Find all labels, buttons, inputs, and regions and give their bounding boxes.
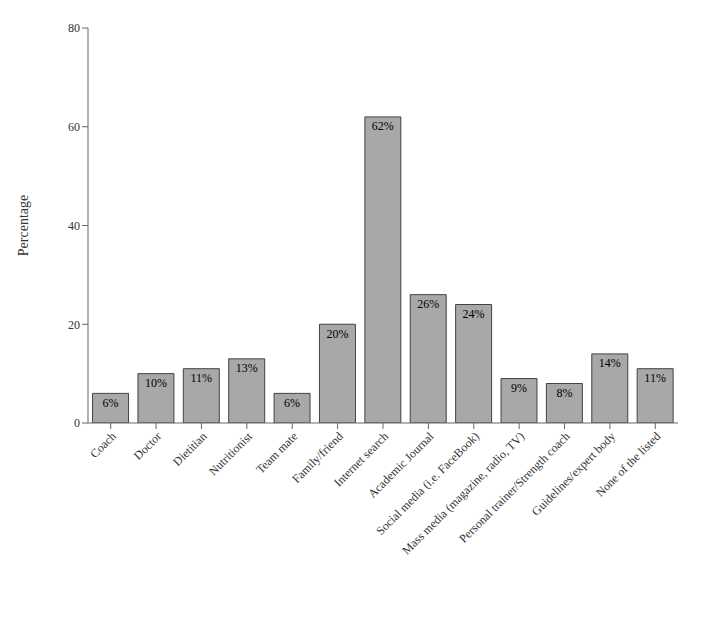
- svg-text:Academic Journal: Academic Journal: [365, 429, 437, 501]
- svg-text:8%: 8%: [556, 386, 572, 400]
- svg-text:80: 80: [68, 21, 80, 35]
- svg-text:11%: 11%: [644, 371, 666, 385]
- svg-text:Personal trainer/Strength coac: Personal trainer/Strength coach: [456, 429, 573, 546]
- svg-text:6%: 6%: [103, 396, 119, 410]
- svg-text:10%: 10%: [145, 376, 167, 390]
- svg-text:Social media (i.e. FaceBook): Social media (i.e. FaceBook): [373, 429, 482, 538]
- svg-text:Mass media (magazine, radio, T: Mass media (magazine, radio, TV): [399, 429, 528, 558]
- svg-text:26%: 26%: [417, 297, 439, 311]
- svg-text:Family/friend: Family/friend: [289, 429, 346, 486]
- svg-text:None of the listed: None of the listed: [593, 429, 663, 499]
- svg-text:20: 20: [68, 318, 80, 332]
- svg-text:24%: 24%: [463, 307, 485, 321]
- svg-text:Internet search: Internet search: [331, 429, 392, 490]
- svg-text:60: 60: [68, 120, 80, 134]
- svg-text:62%: 62%: [372, 119, 394, 133]
- svg-text:Coach: Coach: [87, 429, 119, 461]
- svg-text:9%: 9%: [511, 381, 527, 395]
- svg-text:0: 0: [74, 416, 80, 430]
- svg-text:14%: 14%: [599, 356, 621, 370]
- svg-text:20%: 20%: [326, 327, 348, 341]
- svg-text:Doctor: Doctor: [131, 429, 164, 462]
- svg-text:Percentage: Percentage: [16, 195, 31, 256]
- svg-text:11%: 11%: [191, 371, 213, 385]
- svg-text:40: 40: [68, 219, 80, 233]
- svg-text:Guidelines/expert body: Guidelines/expert body: [529, 429, 618, 518]
- svg-text:Nutritionist: Nutritionist: [206, 429, 255, 478]
- svg-text:Dietitian: Dietitian: [170, 429, 210, 469]
- svg-text:Team mate: Team mate: [253, 429, 300, 476]
- svg-text:13%: 13%: [236, 361, 258, 375]
- svg-text:6%: 6%: [284, 396, 300, 410]
